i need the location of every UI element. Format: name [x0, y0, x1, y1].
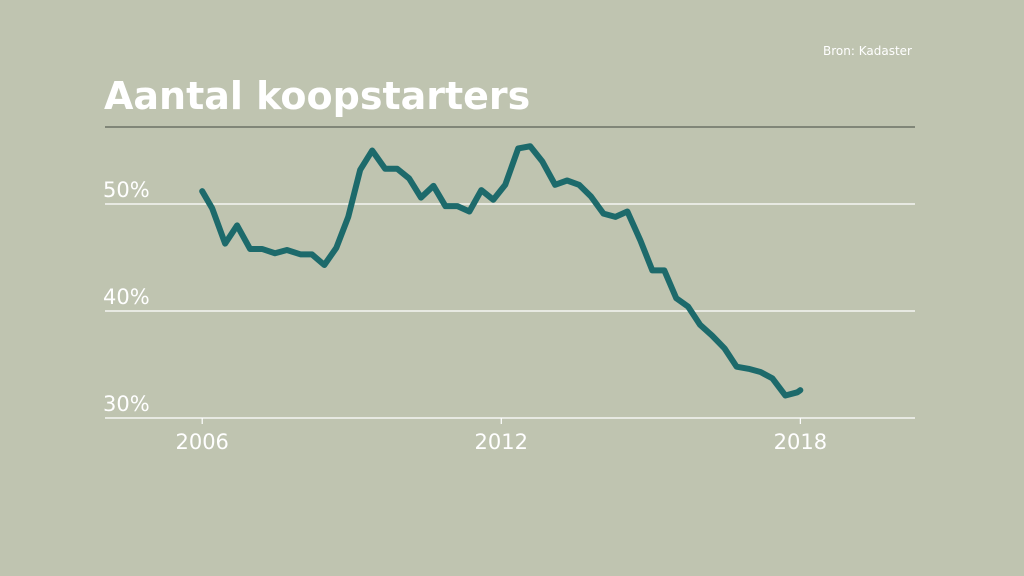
y-tick-label: 30% [103, 392, 150, 416]
chart-title: Aantal koopstarters [104, 74, 530, 118]
y-tick-label: 40% [103, 285, 150, 309]
data-line [199, 143, 804, 399]
x-tick-label: 2012 [475, 430, 528, 454]
x-tick-label: 2018 [774, 430, 827, 454]
y-tick-label: 50% [103, 178, 150, 202]
source: Bron: Kadaster [823, 44, 912, 58]
x-tick-label: 2006 [175, 430, 228, 454]
